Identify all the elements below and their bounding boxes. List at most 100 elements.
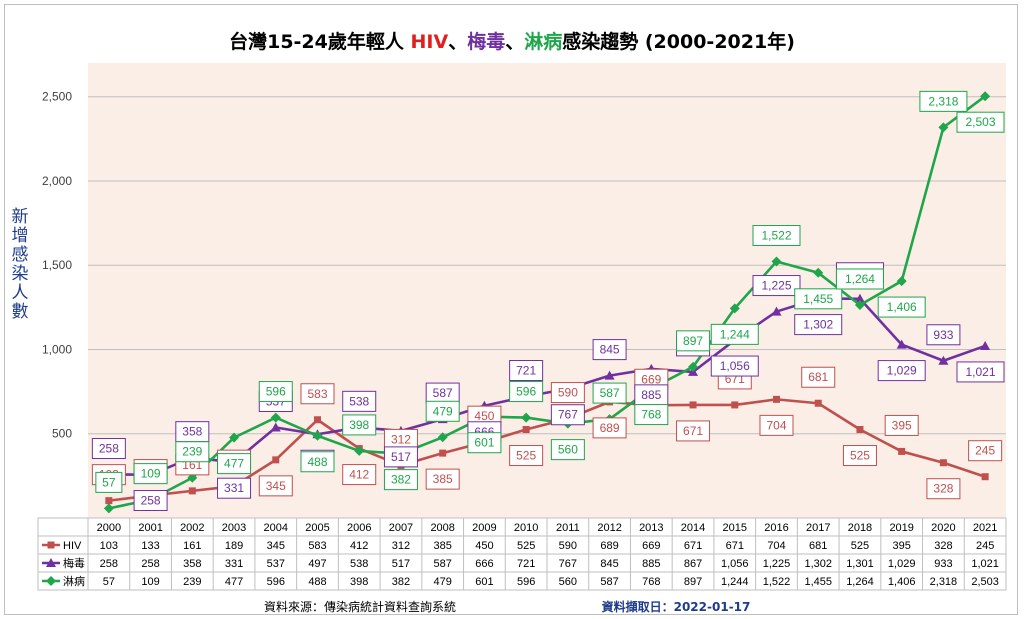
- table-cell: 1,455: [804, 576, 832, 588]
- data-label: 239: [175, 441, 210, 463]
- data-label: 1,302: [794, 314, 843, 336]
- data-label: 689: [592, 417, 627, 439]
- title-hiv: HIV: [411, 31, 449, 53]
- data-point: [771, 306, 782, 316]
- x-tick-label: 2008: [430, 522, 454, 534]
- table-cell: 583: [308, 540, 326, 552]
- legend-entry: 淋病: [42, 574, 85, 588]
- data-label: 560: [550, 439, 585, 461]
- svg-text:596: 596: [266, 385, 286, 399]
- title-sep-2: 、: [505, 31, 524, 53]
- data-point: [896, 276, 907, 287]
- table-cell: 1,029: [888, 558, 916, 570]
- table-cell: 587: [434, 558, 452, 570]
- svg-text:587: 587: [433, 386, 453, 400]
- svg-text:596: 596: [516, 385, 536, 399]
- svg-text:560: 560: [558, 443, 578, 457]
- table-cell: 767: [559, 558, 577, 570]
- data-label: 1,244: [710, 323, 759, 345]
- data-point: [521, 412, 532, 423]
- svg-text:57: 57: [102, 475, 116, 489]
- svg-text:412: 412: [349, 468, 369, 482]
- svg-text:1,455: 1,455: [803, 292, 833, 306]
- table-cell: 538: [350, 558, 368, 570]
- data-point: [729, 303, 740, 314]
- table-cell: 897: [684, 576, 702, 588]
- data-label: 681: [801, 366, 836, 388]
- data-point: [46, 576, 56, 586]
- table-cell: 1,225: [763, 558, 791, 570]
- svg-text:1,225: 1,225: [761, 279, 791, 293]
- title-sep-1: 、: [448, 31, 467, 53]
- svg-text:450: 450: [474, 409, 494, 423]
- data-point: [46, 558, 56, 567]
- data-point: [47, 541, 55, 549]
- svg-text:2,503: 2,503: [965, 115, 995, 129]
- x-tick-label: 2013: [639, 522, 663, 534]
- data-label: 382: [383, 469, 418, 491]
- table-cell: 1,302: [804, 558, 832, 570]
- data-point: [771, 256, 782, 267]
- data-label: 331: [217, 477, 252, 499]
- y-axis-label-char: 感: [12, 245, 29, 265]
- svg-text:587: 587: [600, 386, 620, 400]
- data-label: 885: [634, 384, 669, 406]
- x-tick-label: 2020: [931, 522, 955, 534]
- data-point: [896, 339, 907, 349]
- table-cell: 596: [517, 576, 535, 588]
- table-cell: 689: [600, 540, 618, 552]
- data-label: 412: [342, 464, 377, 486]
- svg-text:239: 239: [182, 445, 202, 459]
- x-tick-label: 2005: [305, 522, 329, 534]
- data-label: 671: [676, 420, 711, 442]
- svg-text:312: 312: [391, 432, 411, 446]
- table-cell: 161: [183, 540, 201, 552]
- data-label: 479: [425, 400, 460, 422]
- svg-text:358: 358: [182, 425, 202, 439]
- table-cell: 601: [475, 576, 493, 588]
- data-label: 328: [926, 478, 961, 500]
- data-label: 596: [258, 381, 293, 403]
- footer-source: 資料來源：傳染病統計資料查詢系統: [264, 599, 456, 614]
- table-cell: 312: [392, 540, 410, 552]
- svg-text:897: 897: [683, 334, 703, 348]
- y-tick-label: 2,500: [42, 90, 72, 104]
- svg-text:477: 477: [224, 457, 244, 471]
- svg-text:704: 704: [766, 418, 786, 432]
- data-point: [522, 426, 530, 434]
- title-suffix: 感染趨勢 (2000-2021年): [562, 30, 795, 53]
- data-label: 768: [634, 404, 669, 426]
- svg-text:488: 488: [307, 455, 327, 469]
- table-cell: 412: [350, 540, 368, 552]
- table-cell: 669: [642, 540, 660, 552]
- data-point: [354, 445, 365, 456]
- data-label: 583: [300, 383, 335, 405]
- data-point: [270, 412, 281, 423]
- table-cell: 358: [183, 558, 201, 570]
- data-label: 587: [592, 382, 627, 404]
- series-0: [105, 395, 989, 505]
- svg-text:721: 721: [516, 363, 536, 377]
- svg-text:933: 933: [933, 328, 953, 342]
- data-point: [854, 299, 865, 310]
- data-point: [981, 473, 989, 481]
- table-cell: 395: [893, 540, 911, 552]
- table-cell: 258: [100, 558, 118, 570]
- data-label: 1,522: [752, 225, 801, 247]
- table-cell: 1,021: [971, 558, 999, 570]
- data-label: 517: [383, 446, 418, 468]
- x-tick-label: 2014: [681, 522, 705, 534]
- svg-text:601: 601: [474, 436, 494, 450]
- footer-date: 資料擷取日：2022-01-17: [602, 599, 751, 614]
- table-cell: 1,522: [763, 576, 791, 588]
- svg-text:590: 590: [558, 386, 578, 400]
- x-tick-label: 2003: [222, 522, 246, 534]
- data-label: 1,455: [794, 288, 843, 310]
- data-label: 1,056: [710, 355, 759, 377]
- svg-text:479: 479: [433, 404, 453, 418]
- svg-text:328: 328: [933, 482, 953, 496]
- table-cell: 2,318: [930, 576, 958, 588]
- table-cell: 560: [559, 576, 577, 588]
- data-point: [938, 355, 949, 365]
- data-point: [312, 430, 323, 441]
